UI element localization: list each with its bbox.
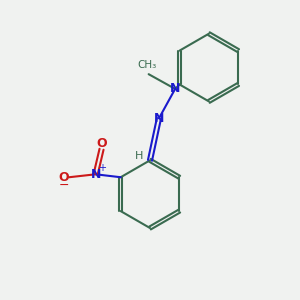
Text: +: +: [98, 163, 106, 173]
Text: N: N: [154, 112, 164, 125]
Text: O: O: [96, 137, 107, 151]
Text: N: N: [91, 168, 101, 181]
Text: N: N: [170, 82, 180, 95]
Text: H: H: [135, 151, 143, 161]
Text: CH₃: CH₃: [138, 60, 157, 70]
Text: O: O: [58, 171, 69, 184]
Text: −: −: [58, 179, 69, 192]
